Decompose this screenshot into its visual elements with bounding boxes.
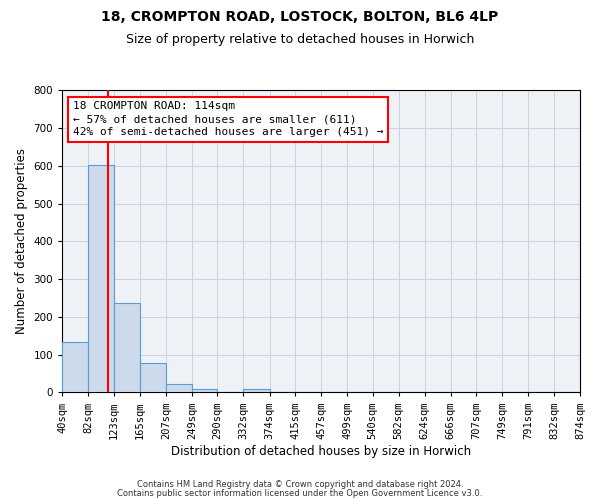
Bar [166, 384, 192, 392]
Text: Contains HM Land Registry data © Crown copyright and database right 2024.: Contains HM Land Registry data © Crown c… [137, 480, 463, 489]
Y-axis label: Number of detached properties: Number of detached properties [15, 148, 28, 334]
Bar [114, 303, 140, 392]
Text: 18, CROMPTON ROAD, LOSTOCK, BOLTON, BL6 4LP: 18, CROMPTON ROAD, LOSTOCK, BOLTON, BL6 … [101, 10, 499, 24]
X-axis label: Distribution of detached houses by size in Horwich: Distribution of detached houses by size … [171, 444, 471, 458]
Bar [62, 342, 88, 392]
Text: Contains public sector information licensed under the Open Government Licence v3: Contains public sector information licen… [118, 488, 482, 498]
Text: Size of property relative to detached houses in Horwich: Size of property relative to detached ho… [126, 32, 474, 46]
Bar [140, 363, 166, 392]
Bar [244, 388, 269, 392]
Bar [88, 165, 114, 392]
Bar [192, 388, 217, 392]
Text: 18 CROMPTON ROAD: 114sqm
← 57% of detached houses are smaller (611)
42% of semi-: 18 CROMPTON ROAD: 114sqm ← 57% of detach… [73, 101, 383, 138]
